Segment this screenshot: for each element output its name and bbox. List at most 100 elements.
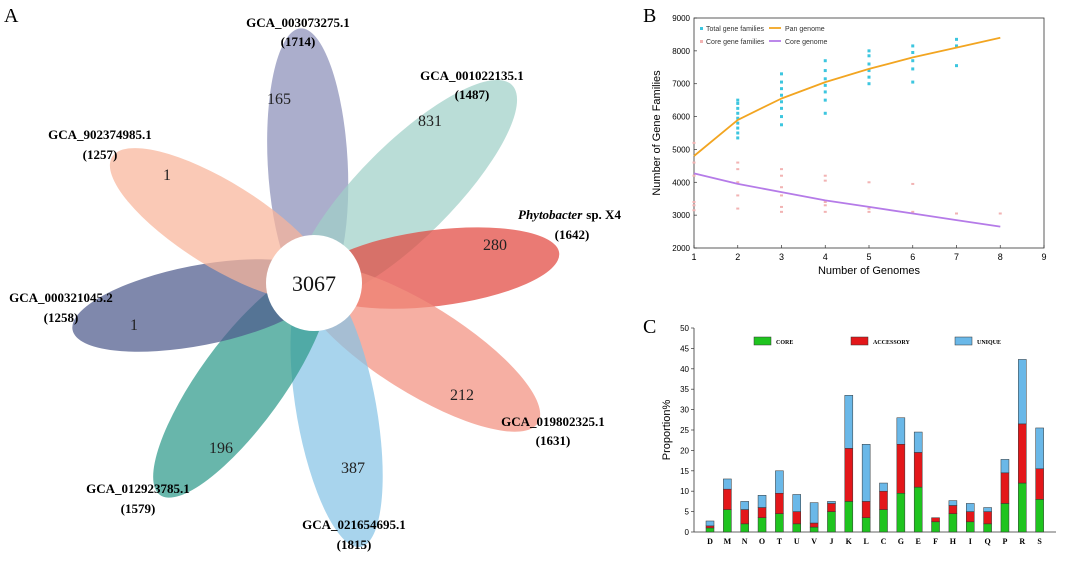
category-label: M <box>724 537 732 546</box>
bar-segment-unique <box>913 431 923 453</box>
legend-label: UNIQUE <box>977 340 1001 346</box>
bar-segment-core <box>913 486 923 533</box>
bar-segment-accessory <box>844 448 854 502</box>
category-label: I <box>969 537 972 546</box>
genome-label-4: GCA_021654695.1 <box>302 517 406 532</box>
bar-segment-unique <box>775 470 784 494</box>
core-family-point <box>867 207 871 210</box>
y-tick-label: 25 <box>680 426 689 435</box>
legend-label: CORE <box>776 340 793 346</box>
total-family-point <box>736 98 740 102</box>
unique-count-0: 165 <box>267 91 291 108</box>
genome-label-3: GCA_019802325.1 <box>501 414 605 429</box>
bar-segment-unique <box>966 503 975 512</box>
center-circle <box>266 235 362 331</box>
bar-segment-accessory <box>792 511 801 525</box>
total-family-point <box>736 111 740 115</box>
bar-segment-unique <box>896 417 906 445</box>
genome-label-7: GCA_902374985.1 <box>48 127 152 142</box>
core-family-point <box>692 204 696 207</box>
bar-segment-core <box>809 526 819 533</box>
core-count: 3067 <box>292 271 336 296</box>
core-family-point <box>867 181 871 184</box>
total-family-point <box>911 51 915 54</box>
core-family-point <box>736 181 740 184</box>
bar-segment-accessory <box>757 507 767 518</box>
bar-segment-core <box>861 517 871 533</box>
cog-bar-chart: 0 5 10 15 20 25 30 35 40 45 50 Proportion% D M N O T U V J K… <box>661 324 1056 546</box>
bar-segment-core <box>1018 482 1027 533</box>
x-tick-label: 2 <box>735 252 740 262</box>
y-tick-label: 7000 <box>672 80 690 89</box>
bar-segment-accessory <box>983 511 992 525</box>
total-family-point <box>780 123 783 127</box>
bar-segment-core <box>966 521 975 533</box>
total-family-point <box>911 44 915 48</box>
unique-count-1: 831 <box>418 113 442 130</box>
core-family-point <box>867 210 871 213</box>
core-family-point <box>998 212 1002 215</box>
bar-segment-unique <box>757 495 767 508</box>
bar-segment-unique <box>1000 459 1010 474</box>
core-family-point <box>736 161 740 164</box>
genome-count-1: (1487) <box>455 87 490 102</box>
bar-segment-accessory <box>948 505 958 514</box>
y-tick-label: 10 <box>680 487 689 496</box>
category-label: J <box>829 537 833 546</box>
total-family-point <box>780 72 783 76</box>
petal-5 <box>153 268 330 498</box>
category-label: L <box>863 537 868 546</box>
bar-segment-accessory <box>705 525 715 529</box>
category-label: P <box>1003 537 1008 546</box>
y-tick-label: 20 <box>680 446 689 455</box>
total-family-point <box>823 77 827 81</box>
total-family-point <box>911 67 915 71</box>
flower-labels: GCA_003073275.1 (1714) GCA_001022135.1 (… <box>9 15 621 552</box>
bar-segment-accessory <box>896 444 906 494</box>
y-tick-label: 30 <box>680 406 689 415</box>
y-tick-label: 8000 <box>672 47 690 56</box>
flower-diagram: 165 831 280 212 387 196 1 1 3067 <box>72 28 560 548</box>
category-label: S <box>1037 537 1042 546</box>
category-label: G <box>898 537 904 546</box>
legend-label: Core gene families <box>706 39 765 46</box>
total-family-point <box>736 126 740 130</box>
legend-label: Pan genome <box>785 26 825 33</box>
legend-swatch <box>850 336 869 346</box>
total-family-point <box>867 82 871 86</box>
bar-segment-accessory <box>740 509 749 525</box>
bar-segment-core <box>948 513 958 533</box>
genome-count-3: (1631) <box>536 433 571 448</box>
core-family-point <box>823 179 827 182</box>
total-family-point <box>736 121 740 125</box>
core-family-point <box>780 168 783 171</box>
category-label: O <box>759 537 765 546</box>
total-family-point <box>911 80 915 84</box>
total-family-point <box>736 101 740 105</box>
category-label: Q <box>984 537 990 546</box>
bar-segment-core <box>740 523 749 533</box>
genome-count-2: (1642) <box>555 227 590 242</box>
y-axis-label: Proportion% <box>661 400 673 461</box>
total-family-point <box>736 116 740 120</box>
unique-count-4: 387 <box>341 460 365 477</box>
genome-count-0: (1714) <box>281 34 316 49</box>
total-family-point <box>736 131 740 135</box>
total-family-point <box>780 115 783 119</box>
bar-segment-unique <box>723 478 732 490</box>
unique-count-2: 280 <box>483 237 507 254</box>
total-family-point <box>780 80 783 84</box>
bar-segment-accessory <box>775 492 784 514</box>
total-family-point <box>867 62 871 66</box>
core-family-point <box>823 204 827 207</box>
category-label: T <box>777 537 783 546</box>
category-label: N <box>742 537 748 546</box>
legend-swatch <box>753 336 772 346</box>
unique-count-3: 212 <box>450 387 474 404</box>
bar-segment-core <box>723 509 732 533</box>
total-family-point <box>955 37 958 41</box>
core-family-point <box>736 207 740 210</box>
core-genome-curve <box>693 172 1001 228</box>
